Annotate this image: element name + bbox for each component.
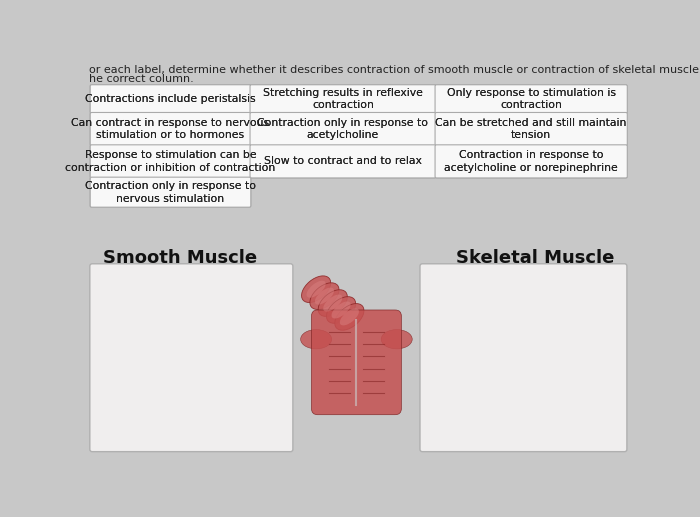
Text: Stretching results in reflexive
contraction: Stretching results in reflexive contract…: [263, 87, 423, 111]
Text: Contraction only in response to
acetylcholine: Contraction only in response to acetylch…: [258, 118, 428, 141]
Text: Slow to contract and to relax: Slow to contract and to relax: [264, 156, 422, 166]
Ellipse shape: [323, 295, 342, 312]
Text: Contractions include peristalsis: Contractions include peristalsis: [85, 94, 256, 104]
Text: Contraction in response to
acetylcholine or norepinephrine: Contraction in response to acetylcholine…: [444, 150, 618, 173]
Text: Can contract in response to nervous
stimulation or to hormones: Can contract in response to nervous stim…: [71, 118, 270, 141]
Text: Only response to stimulation is
contraction: Only response to stimulation is contract…: [447, 87, 616, 111]
FancyBboxPatch shape: [435, 145, 627, 178]
Text: or each label, determine whether it describes contraction of smooth muscle or co: or each label, determine whether it desc…: [89, 65, 700, 75]
Text: Can contract in response to nervous
stimulation or to hormones: Can contract in response to nervous stim…: [71, 118, 270, 141]
Ellipse shape: [302, 276, 330, 302]
Ellipse shape: [326, 297, 356, 323]
FancyBboxPatch shape: [90, 113, 251, 146]
Text: Stretching results in reflexive
contraction: Stretching results in reflexive contract…: [263, 87, 423, 111]
FancyBboxPatch shape: [250, 85, 436, 113]
FancyBboxPatch shape: [90, 113, 251, 146]
Ellipse shape: [318, 290, 347, 316]
FancyBboxPatch shape: [250, 145, 436, 178]
Ellipse shape: [315, 287, 334, 305]
FancyBboxPatch shape: [90, 177, 251, 207]
Text: Can be stretched and still maintain
tension: Can be stretched and still maintain tens…: [435, 118, 627, 141]
Text: Response to stimulation can be
contraction or inhibition of contraction: Response to stimulation can be contracti…: [65, 150, 276, 173]
FancyBboxPatch shape: [250, 145, 436, 178]
Text: Smooth Muscle: Smooth Muscle: [103, 249, 257, 267]
Text: Contractions include peristalsis: Contractions include peristalsis: [85, 94, 256, 104]
Ellipse shape: [332, 301, 351, 318]
Text: Contraction only in response to
acetylcholine: Contraction only in response to acetylch…: [258, 118, 428, 141]
Ellipse shape: [300, 330, 332, 349]
Text: Contraction in response to
acetylcholine or norepinephrine: Contraction in response to acetylcholine…: [444, 150, 618, 173]
Text: he correct column.: he correct column.: [89, 74, 194, 84]
Text: Can be stretched and still maintain
tension: Can be stretched and still maintain tens…: [435, 118, 627, 141]
FancyBboxPatch shape: [250, 113, 436, 146]
FancyBboxPatch shape: [90, 85, 251, 113]
Text: Slow to contract and to relax: Slow to contract and to relax: [264, 156, 422, 166]
FancyBboxPatch shape: [435, 113, 627, 146]
FancyBboxPatch shape: [435, 85, 627, 113]
FancyBboxPatch shape: [312, 310, 401, 415]
Text: Only response to stimulation is
contraction: Only response to stimulation is contract…: [447, 87, 616, 111]
FancyBboxPatch shape: [90, 145, 251, 178]
Ellipse shape: [382, 330, 412, 349]
Ellipse shape: [307, 281, 326, 298]
Ellipse shape: [310, 283, 339, 310]
FancyBboxPatch shape: [250, 85, 436, 113]
FancyBboxPatch shape: [90, 85, 251, 113]
FancyBboxPatch shape: [420, 264, 627, 452]
Text: Contraction only in response to
nervous stimulation: Contraction only in response to nervous …: [85, 181, 256, 204]
Text: Skeletal Muscle: Skeletal Muscle: [456, 249, 615, 267]
FancyBboxPatch shape: [250, 113, 436, 146]
Text: Response to stimulation can be
contraction or inhibition of contraction: Response to stimulation can be contracti…: [65, 150, 276, 173]
Ellipse shape: [335, 303, 364, 330]
FancyBboxPatch shape: [90, 264, 293, 452]
FancyBboxPatch shape: [90, 177, 251, 207]
FancyBboxPatch shape: [435, 113, 627, 146]
FancyBboxPatch shape: [435, 85, 627, 113]
FancyBboxPatch shape: [90, 145, 251, 178]
Ellipse shape: [340, 309, 359, 325]
FancyBboxPatch shape: [435, 145, 627, 178]
Text: Contraction only in response to
nervous stimulation: Contraction only in response to nervous …: [85, 181, 256, 204]
